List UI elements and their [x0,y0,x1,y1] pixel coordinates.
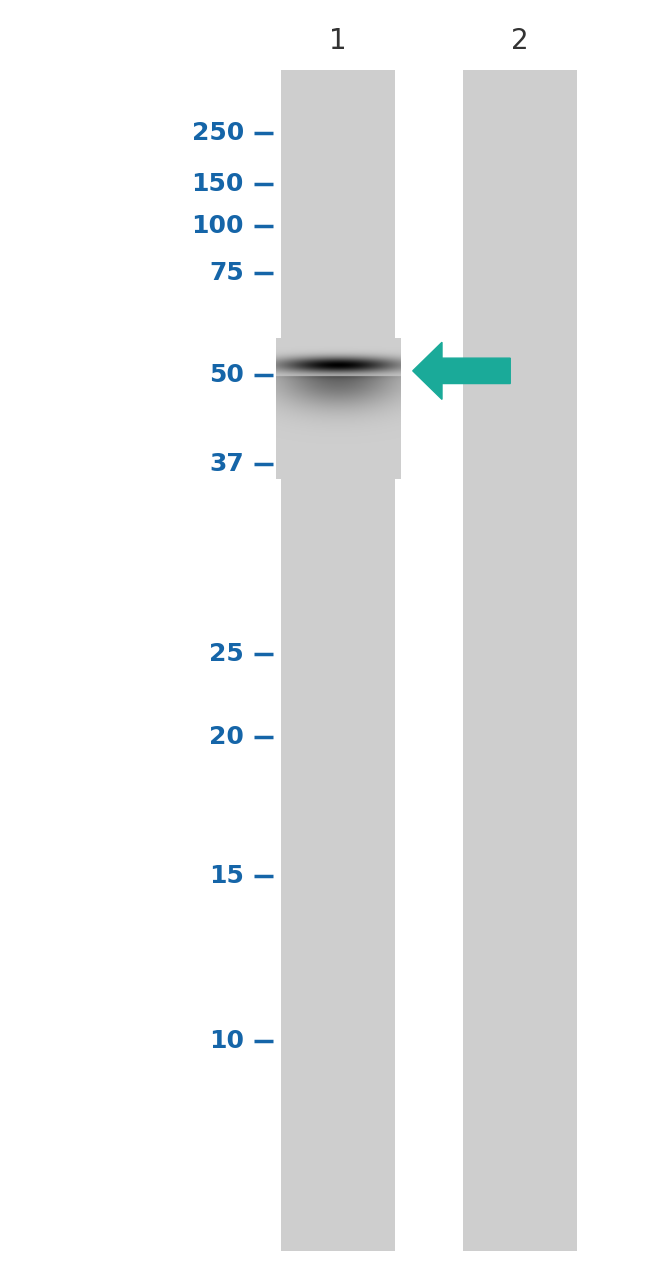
Text: 20: 20 [209,725,244,748]
Bar [281,70,395,1251]
Text: 15: 15 [209,865,244,888]
Text: 10: 10 [209,1030,244,1053]
Text: 250: 250 [192,122,244,145]
Text: 37: 37 [209,452,244,475]
Text: 100: 100 [191,215,244,237]
Text: 75: 75 [209,262,244,284]
Text: 2: 2 [511,27,529,55]
Text: 50: 50 [209,363,244,386]
Text: 25: 25 [209,643,244,665]
FancyArrow shape [413,342,510,399]
Text: 1: 1 [329,27,347,55]
Bar [463,70,577,1251]
Text: 150: 150 [191,173,244,196]
